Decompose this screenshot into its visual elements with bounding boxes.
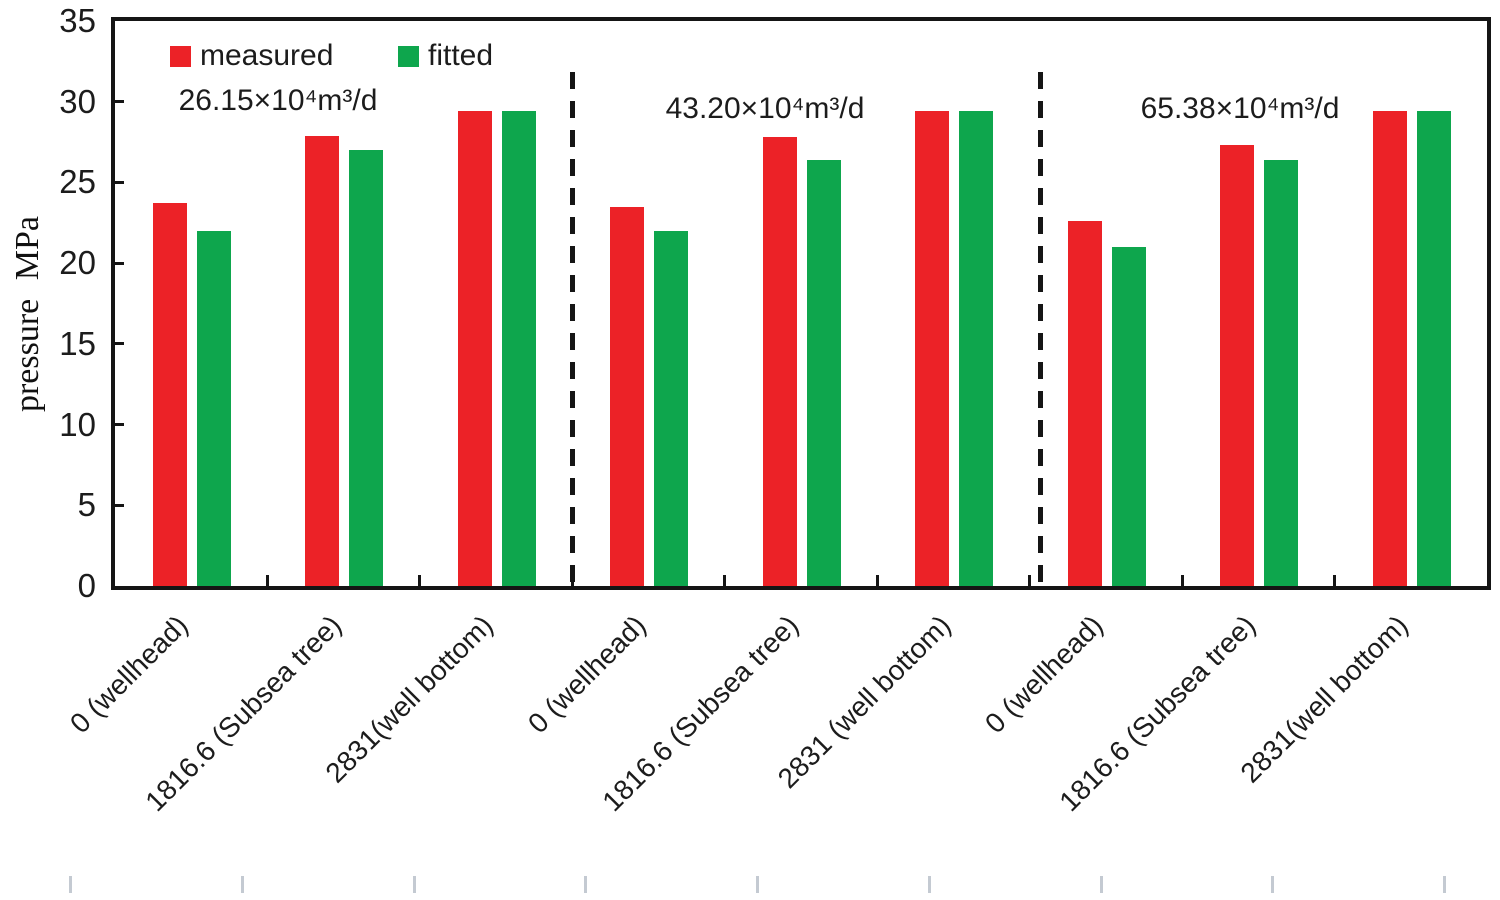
legend-swatch-fitted <box>398 45 419 67</box>
y-tick-label-5: 5 <box>77 486 96 523</box>
x-label-6: 0 (wellhead) <box>979 609 1110 740</box>
bar-measured-0 <box>153 203 187 586</box>
y-tick-mark-30 <box>115 100 124 103</box>
x-tick-mark-2 <box>418 575 421 586</box>
bar-measured-4 <box>763 137 797 586</box>
y-tick-mark-10 <box>115 423 124 426</box>
group-label-2: 65.38×10⁴m³/d <box>1140 92 1340 125</box>
y-tick-label-0: 0 <box>77 567 96 604</box>
y-tick-mark-20 <box>115 262 124 265</box>
bar-measured-7 <box>1220 145 1254 586</box>
plot-area <box>111 17 1491 590</box>
minor-tick-5 <box>928 876 931 893</box>
minor-tick-2 <box>413 876 416 893</box>
y-tick-label-25: 25 <box>59 163 96 200</box>
y-tick-label-30: 30 <box>59 83 96 120</box>
minor-tick-1 <box>241 876 244 893</box>
minor-tick-8 <box>1443 876 1446 893</box>
x-tick-mark-7 <box>1181 575 1184 586</box>
bar-fitted-4 <box>807 160 841 586</box>
bar-measured-2 <box>458 111 492 586</box>
legend-item-measured: measured <box>170 39 334 72</box>
bar-fitted-0 <box>197 231 231 586</box>
x-tick-mark-4 <box>723 575 726 586</box>
y-tick-label-35: 35 <box>59 2 96 39</box>
minor-tick-6 <box>1100 876 1103 893</box>
x-label-2: 2831(well bottom) <box>319 609 500 789</box>
bar-fitted-7 <box>1264 160 1298 586</box>
y-tick-label-15: 15 <box>59 325 96 362</box>
legend-label-measured: measured <box>200 39 334 72</box>
bar-fitted-5 <box>959 111 993 586</box>
x-tick-mark-5 <box>876 575 879 586</box>
group-label-1: 43.20×10⁴m³/d <box>665 92 865 125</box>
x-label-3: 0 (wellhead) <box>522 609 653 740</box>
group-label-0: 26.15×10⁴m³/d <box>178 84 378 117</box>
bar-measured-3 <box>610 207 644 586</box>
minor-tick-3 <box>584 876 587 893</box>
x-tick-mark-1 <box>266 575 269 586</box>
x-tick-mark-6 <box>1028 575 1031 586</box>
minor-tick-4 <box>756 876 759 893</box>
legend-label-fitted: fitted <box>428 39 494 72</box>
bar-measured-5 <box>915 111 949 586</box>
x-label-5: 2831 (well bottom) <box>771 609 957 795</box>
group-separator-0 <box>570 72 575 586</box>
legend-swatch-measured <box>170 45 191 67</box>
bar-fitted-6 <box>1112 247 1146 586</box>
y-tick-label-10: 10 <box>59 406 96 443</box>
bar-fitted-1 <box>349 150 383 586</box>
bar-fitted-3 <box>654 231 688 586</box>
x-label-0: 0 (wellhead) <box>64 609 195 740</box>
minor-tick-0 <box>69 876 72 893</box>
y-tick-mark-15 <box>115 342 124 345</box>
bar-fitted-2 <box>502 111 536 586</box>
y-tick-label-20: 20 <box>59 244 96 281</box>
bar-measured-1 <box>305 136 339 586</box>
bar-measured-8 <box>1373 111 1407 586</box>
y-tick-mark-25 <box>115 181 124 184</box>
x-label-8: 2831(well bottom) <box>1234 609 1415 789</box>
y-tick-mark-5 <box>115 504 124 507</box>
bar-measured-6 <box>1068 221 1102 586</box>
group-separator-1 <box>1038 72 1043 586</box>
minor-tick-7 <box>1271 876 1274 893</box>
bar-fitted-8 <box>1417 111 1451 586</box>
legend-item-fitted: fitted <box>398 39 494 72</box>
x-tick-mark-8 <box>1333 575 1336 586</box>
